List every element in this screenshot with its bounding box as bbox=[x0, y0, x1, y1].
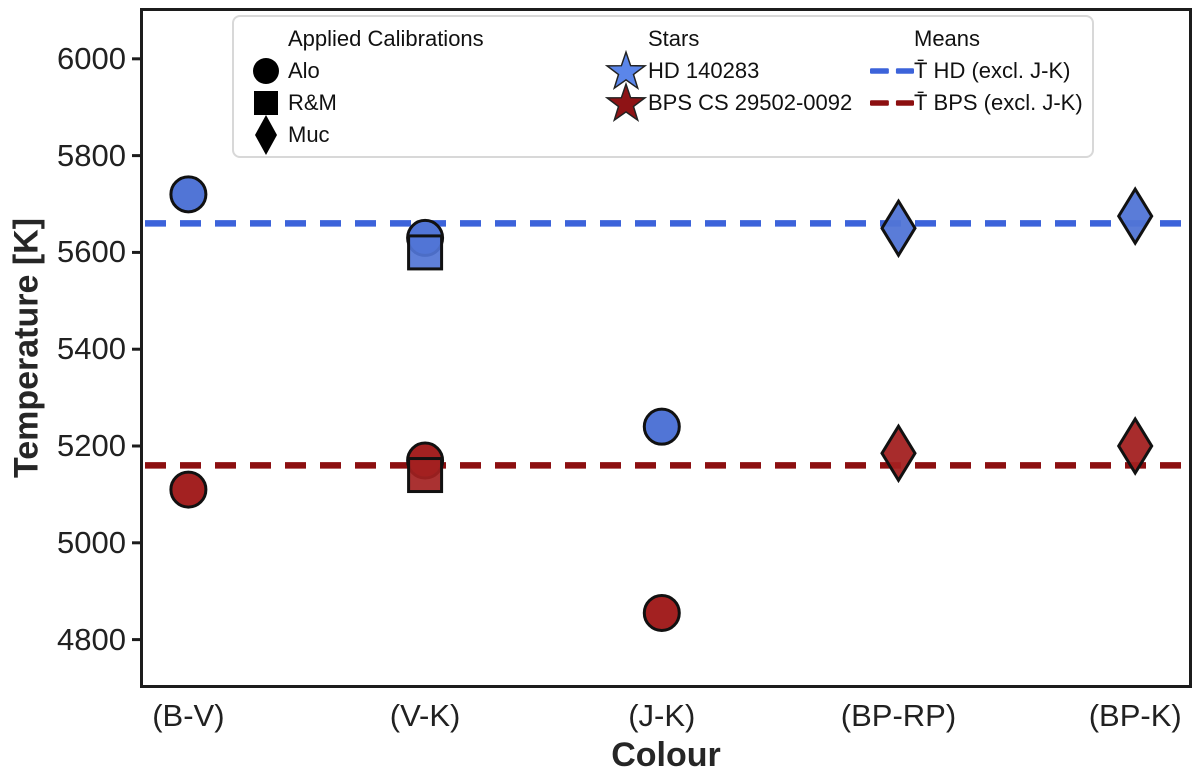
square-marker-icon bbox=[244, 88, 288, 118]
legend-label-bps: BPS CS 29502-0092 bbox=[648, 90, 853, 115]
plot-area bbox=[132, 8, 1192, 688]
y-tick-label: 4800 bbox=[57, 621, 126, 657]
legend-label-alo: Alo bbox=[288, 58, 320, 83]
legend-header-row: Stars bbox=[604, 23, 870, 55]
y-tick-label: 5600 bbox=[57, 234, 126, 270]
y-axis-tick-labels: 4800 5000 5200 5400 5600 5800 6000 bbox=[6, 0, 126, 781]
circle-data-marker bbox=[169, 470, 208, 509]
star-icon bbox=[604, 50, 648, 92]
legend-item-mean-bps: T̄ BPS (excl. J-K) bbox=[870, 87, 1088, 119]
x-tick-label: (J-K) bbox=[628, 698, 696, 733]
circle-marker-icon bbox=[244, 56, 288, 86]
legend-item-alo: Alo bbox=[244, 55, 604, 87]
legend-item-mean-hd: T̄ HD (excl. J-K) bbox=[870, 55, 1088, 87]
legend-column-calibrations: Applied Calibrations Alo R&M Muc bbox=[244, 23, 604, 155]
legend-label-rm: R&M bbox=[288, 90, 337, 115]
legend-label-hd140283: HD 140283 bbox=[648, 58, 760, 83]
diamond-data-marker bbox=[880, 198, 917, 259]
legend-header-stars: Stars bbox=[648, 26, 700, 51]
y-tick-label: 6000 bbox=[57, 40, 126, 76]
legend-header-row: Means bbox=[870, 23, 1088, 55]
legend-item-hd140283: HD 140283 bbox=[604, 50, 870, 91]
diamond-data-marker bbox=[880, 423, 917, 484]
legend-header-row: Applied Calibrations bbox=[244, 23, 604, 55]
circle-data-marker bbox=[642, 407, 681, 446]
dashed-line-icon bbox=[870, 98, 914, 108]
legend-item-bps: BPS CS 29502-0092 bbox=[604, 82, 870, 123]
dashed-line-icon bbox=[870, 66, 914, 76]
legend-label-mean-bps: T̄ BPS (excl. J-K) bbox=[914, 90, 1083, 115]
diamond-data-marker bbox=[1116, 416, 1154, 476]
legend-column-means: Means T̄ HD (excl. J-K) bbox=[870, 23, 1088, 152]
x-axis-title: Colour bbox=[611, 736, 721, 774]
square-data-marker bbox=[407, 234, 444, 271]
x-tick-label: (B-V) bbox=[152, 698, 225, 733]
x-tick-label: (BP-K) bbox=[1088, 698, 1182, 733]
y-tick-label: 5400 bbox=[57, 331, 126, 367]
square-data-marker bbox=[407, 457, 444, 494]
legend: Applied Calibrations Alo R&M Muc bbox=[232, 15, 1094, 158]
legend-label-mean-hd: T̄ HD (excl. J-K) bbox=[914, 58, 1071, 83]
legend-item-rm: R&M bbox=[244, 87, 604, 119]
x-tick-label: (BP-RP) bbox=[840, 698, 957, 733]
legend-column-stars: Stars HD 140283 BPS CS 29502-0092 bbox=[604, 23, 870, 152]
y-tick-label: 5000 bbox=[57, 524, 126, 560]
diamond-marker-icon bbox=[244, 114, 288, 156]
circle-data-marker bbox=[169, 175, 208, 214]
legend-label-muc: Muc bbox=[288, 122, 330, 147]
legend-header-means: Means bbox=[914, 26, 981, 51]
star-icon bbox=[604, 82, 648, 124]
x-tick-label: (V-K) bbox=[389, 698, 461, 733]
y-tick-label: 5800 bbox=[57, 137, 126, 173]
y-tick-label: 5200 bbox=[57, 428, 126, 463]
legend-header-calibrations: Applied Calibrations bbox=[288, 26, 484, 51]
diamond-data-marker bbox=[1116, 186, 1154, 246]
circle-data-marker bbox=[642, 593, 681, 632]
legend-item-muc: Muc bbox=[244, 115, 604, 155]
